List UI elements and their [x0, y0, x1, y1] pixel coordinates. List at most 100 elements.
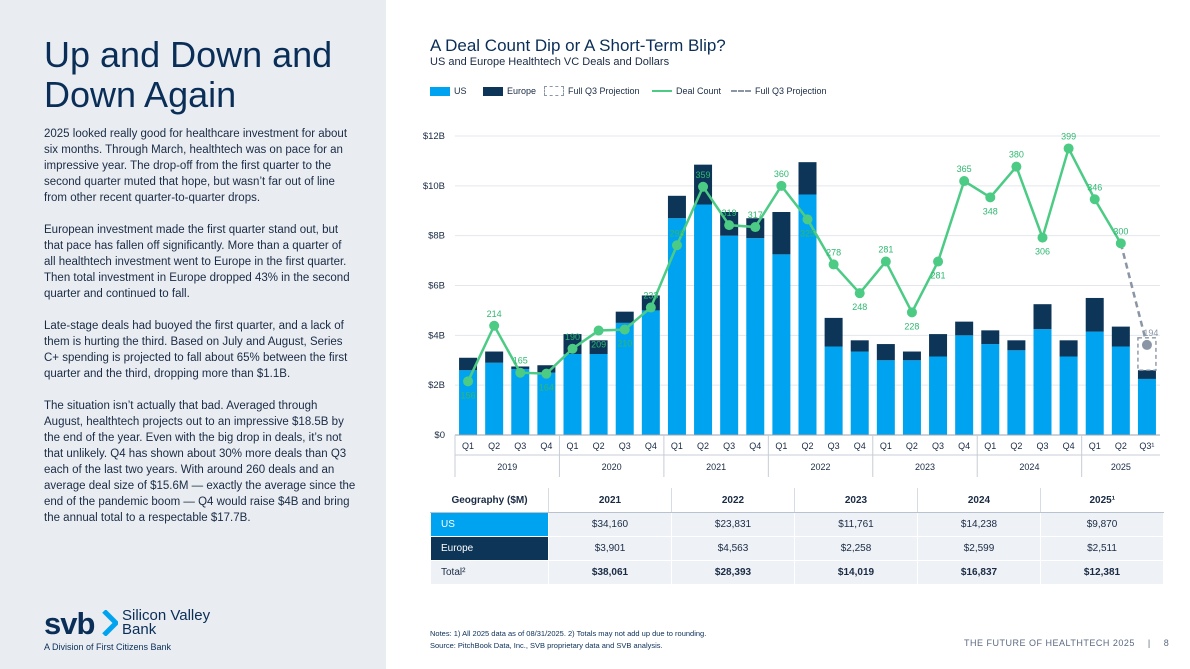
deal-count-label: 300: [1113, 226, 1128, 236]
bar-us: [929, 356, 948, 435]
paragraph: European investment made the first quart…: [44, 224, 350, 300]
chevron-right-icon: [102, 610, 118, 636]
bar-us: [1059, 356, 1078, 435]
legend-swatch: [731, 90, 751, 92]
deal-count-point: [854, 288, 865, 299]
bar-europe: [981, 330, 1000, 345]
bar-europe: [850, 340, 869, 352]
table-cell: $14,238: [917, 512, 1041, 537]
x-tick-label: Q1: [880, 441, 892, 451]
bar-us: [981, 344, 1000, 435]
page-title: Up and Down and Down Again: [44, 34, 333, 115]
deal-count-point: [933, 256, 944, 267]
x-tick-label: Q2: [906, 441, 918, 451]
bar-us: [641, 310, 660, 435]
table-header: 2022: [671, 488, 795, 513]
bar-europe: [1137, 370, 1156, 379]
notes-line: Notes: 1) All 2025 data as of 08/31/2025…: [430, 629, 707, 638]
deal-count-point: [1063, 143, 1074, 154]
x-tick-label: Q3: [723, 441, 735, 451]
chart-title: A Deal Count Dip or A Short-Term Blip?: [430, 36, 726, 55]
deal-count-label: 194: [1143, 328, 1158, 338]
legend-deal-count: Deal Count: [652, 84, 732, 98]
bar-europe: [824, 317, 843, 347]
bar-us: [1007, 350, 1026, 435]
year-label: 2019: [497, 462, 517, 472]
deal-count-point: [1089, 194, 1100, 205]
deal-count-point: [541, 368, 552, 379]
bar-us: [955, 335, 974, 435]
table-cell: $9,870: [1040, 512, 1164, 537]
y-tick-label: $2B: [428, 380, 445, 391]
bar-us: [615, 322, 634, 435]
deal-count-point: [985, 192, 996, 203]
deal-count-label: 248: [852, 302, 867, 312]
legend-label: US: [454, 86, 467, 96]
row-label: US: [430, 512, 549, 537]
bar-us: [589, 354, 608, 435]
y-tick-label: $6B: [428, 281, 445, 292]
paragraph: Late-stage deals had buoyed the first qu…: [44, 320, 348, 380]
deal-count-label: 233: [643, 291, 658, 301]
deal-count-label: 228: [904, 321, 919, 331]
bar-us: [563, 354, 582, 435]
table-cell: $2,258: [794, 536, 918, 561]
bar-us: [850, 351, 869, 435]
deal-count-label: 278: [826, 247, 841, 257]
table-cell: $34,160: [548, 512, 672, 537]
year-label: 2023: [915, 462, 935, 472]
x-tick-label: Q2: [801, 441, 813, 451]
legend-swatch: [652, 90, 672, 92]
y-tick-label: $10B: [423, 181, 445, 192]
deal-count-point: [645, 302, 656, 313]
x-tick-label: Q1: [775, 441, 787, 451]
x-tick-label: Q1: [462, 441, 474, 451]
deal-count-point: [463, 376, 474, 387]
legend-swatch: [544, 86, 564, 96]
footer-separator: |: [1147, 638, 1151, 648]
bar-europe: [798, 162, 817, 195]
legend-label: Europe: [507, 86, 537, 96]
bar-us: [720, 235, 739, 435]
deal-count-point: [1115, 238, 1126, 249]
year-label: 2025: [1111, 462, 1131, 472]
deal-count-point: [828, 259, 839, 270]
bar-us: [667, 218, 686, 435]
x-tick-label: Q2: [1010, 441, 1022, 451]
footer-text: THE FUTURE OF HEALTHTECH 2025: [964, 638, 1135, 648]
year-label: 2020: [602, 462, 622, 472]
bar-europe: [1007, 340, 1026, 351]
deal-count-point: [750, 222, 761, 233]
table-cell: $12,381: [1040, 560, 1164, 585]
deal-count-point: [1011, 161, 1022, 172]
deal-count-label: 325: [800, 228, 815, 238]
deal-count-point: [906, 307, 917, 318]
table-header-row: Geography ($M) 2021 2022 2023 2024 2025¹: [430, 488, 1164, 513]
x-tick-label: Q4: [958, 441, 970, 451]
chart-subtitle: US and Europe Healthtech VC Deals and Do…: [430, 56, 670, 68]
x-tick-label: Q1: [1089, 441, 1101, 451]
x-tick-label: Q3: [932, 441, 944, 451]
brand-name: Silicon Valley Bank: [122, 607, 211, 638]
deal-count-point: [724, 220, 735, 231]
bar-europe: [902, 351, 921, 361]
bar-projection: [1137, 337, 1157, 371]
deal-count-label: 319: [722, 208, 737, 218]
deal-count-label: 210: [617, 339, 632, 349]
x-tick-label: Q3: [1036, 441, 1048, 451]
row-label: Total²: [430, 560, 549, 585]
bar-us: [1085, 331, 1104, 435]
bar-us: [876, 360, 895, 435]
table-cell: $4,563: [671, 536, 795, 561]
deal-count-label: 348: [983, 206, 998, 216]
legend-projection: Full Q3 Projection: [544, 84, 644, 98]
row-label: Europe: [430, 536, 549, 561]
deal-count-point: [671, 240, 682, 251]
bar-europe: [667, 195, 686, 219]
legend-label: Full Q3 Projection: [755, 86, 827, 96]
table-header: 2024: [917, 488, 1041, 513]
deal-count-projection-line: [1119, 243, 1149, 346]
bar-europe: [1033, 304, 1052, 330]
x-tick-label: Q1: [671, 441, 683, 451]
deal-count-point: [959, 176, 970, 187]
